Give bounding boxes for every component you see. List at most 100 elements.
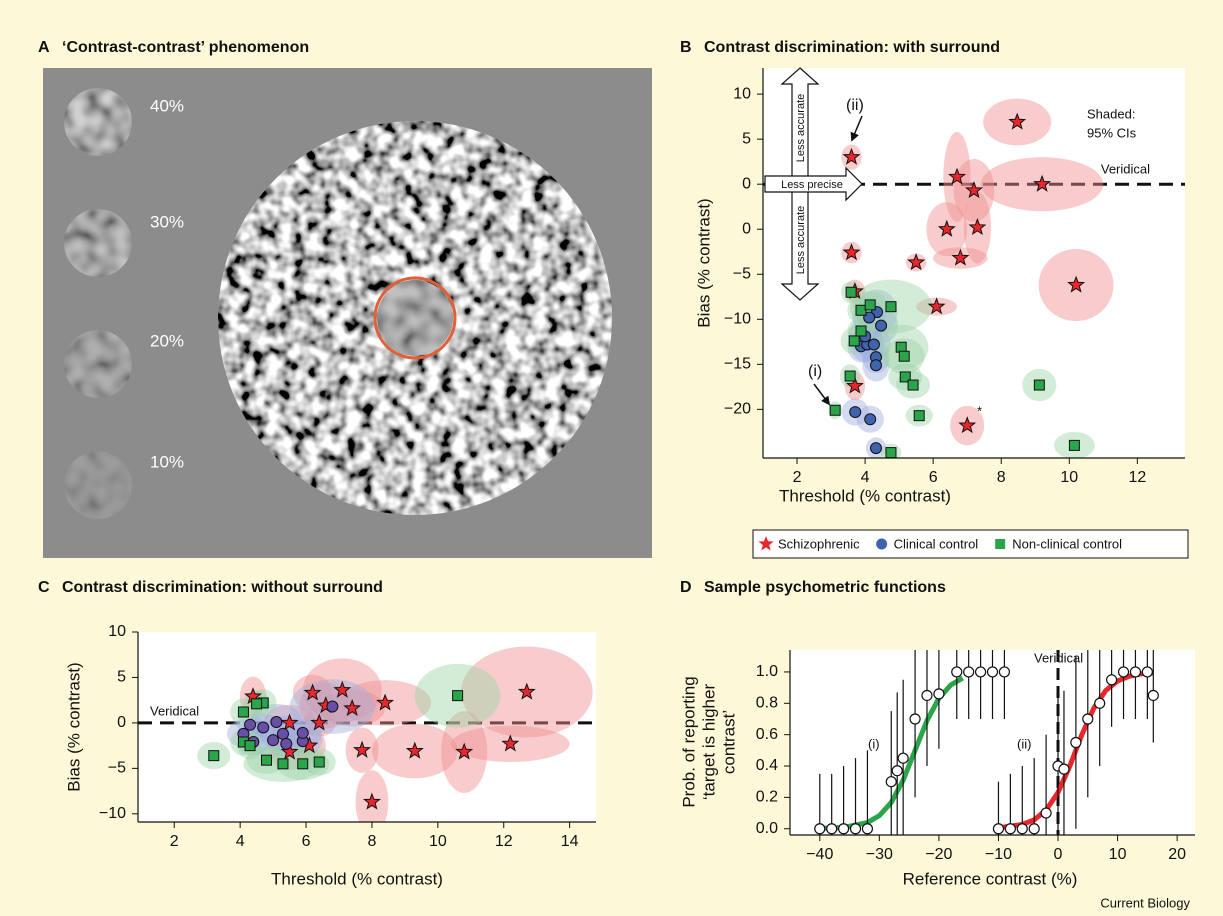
star-marker: [280, 742, 299, 760]
square-marker: [848, 335, 860, 347]
y-tick-label: 0: [742, 175, 751, 192]
annotation: (i): [868, 736, 880, 751]
x-tick-label: 2: [170, 833, 179, 850]
annotation-arrow: [813, 383, 831, 406]
y-tick-label: −5: [733, 265, 751, 282]
star-marker: [362, 792, 381, 810]
y-tick-label: −10: [99, 805, 126, 822]
star-marker: [965, 181, 983, 199]
star-marker: [517, 682, 536, 700]
star-marker: [353, 740, 372, 758]
circle-marker: [270, 716, 283, 728]
panel-letter: B: [680, 39, 692, 56]
star-marker: [927, 297, 946, 315]
data-point: [921, 689, 933, 702]
data-point: [1106, 674, 1118, 686]
data-point: [838, 823, 850, 835]
circle-marker: [257, 721, 270, 734]
target-ring: [373, 276, 457, 360]
data-point: [998, 666, 1011, 678]
data-point: [1058, 763, 1070, 775]
square-marker: [244, 740, 256, 752]
data-point: [891, 765, 903, 777]
square-marker: [1068, 439, 1080, 451]
square-marker: [885, 301, 897, 313]
circle-marker: [296, 726, 309, 739]
data-point: [933, 688, 945, 700]
x-axis-label: Threshold (% contrast): [271, 869, 443, 888]
journal-credit: Current Biology: [1100, 895, 1190, 910]
data-point: [849, 823, 862, 835]
star-marker: [842, 243, 861, 261]
y-tick-label: −15: [724, 356, 751, 373]
circle-marker: [876, 538, 888, 550]
data-point: [861, 823, 874, 835]
y-axis-label: Bias (% contrast): [64, 662, 83, 791]
veridical-label: Veridical: [1034, 650, 1083, 665]
circle-marker: [267, 734, 280, 747]
star-marker: [333, 680, 352, 698]
x-tick-label: −30: [866, 846, 893, 863]
contrast-patch: [64, 451, 132, 519]
star-marker: [1067, 275, 1086, 293]
data-point: [885, 776, 897, 788]
y-tick-label: 5: [742, 130, 751, 147]
square-marker: [864, 299, 876, 311]
panel-letter: D: [680, 579, 692, 596]
star-marker: [303, 683, 322, 701]
square-marker: [895, 341, 907, 353]
plot-content: [138, 646, 596, 822]
x-tick-label: 20: [1168, 846, 1186, 863]
y-axis-label: ‘target is higher: [699, 684, 718, 801]
panel-letter: C: [38, 579, 50, 596]
circle-marker: [869, 442, 882, 455]
x-tick-label: 4: [236, 833, 245, 850]
data-point: [1117, 666, 1130, 678]
x-tick-label: 6: [929, 469, 938, 486]
legend-label: Clinical control: [894, 536, 979, 551]
x-tick-label: 12: [1128, 469, 1146, 486]
y-tick-label: 0.6: [756, 726, 778, 743]
square-marker: [277, 758, 289, 770]
x-tick-label: 4: [861, 469, 870, 486]
legend-label: Schizophrenic: [778, 536, 860, 551]
panel-title: Contrast discrimination: with surround: [704, 39, 1000, 56]
y-tick-label: 10: [733, 85, 751, 102]
star-marker: [343, 698, 362, 716]
square-marker: [855, 304, 867, 316]
x-tick-label: 8: [367, 833, 376, 850]
y-axis-label: Prob. of reporting: [679, 676, 698, 807]
x-tick-label: 2: [793, 469, 802, 486]
square-marker: [899, 371, 911, 383]
data-point: [1082, 713, 1094, 725]
star-marker: [845, 376, 864, 394]
square-marker: [313, 756, 325, 768]
panel-title: ‘Contrast-contrast’ phenomenon: [62, 39, 309, 56]
star-marker: [1033, 174, 1052, 192]
y-tick-label: 0.2: [756, 789, 778, 806]
annotation: (ii): [1017, 736, 1031, 751]
data-point: [1016, 823, 1028, 835]
data-point: [992, 823, 1005, 835]
annotation-layer: Less accurate Less precise Less accurate Sh…: [764, 67, 1137, 751]
legend: Schizophrenic Clinical control Non-clinica…: [752, 529, 1189, 559]
y-tick-label: 0: [742, 220, 751, 237]
square-marker: [885, 447, 897, 458]
arrow-label: Less accurate: [795, 206, 807, 274]
star-marker: [501, 734, 520, 752]
arrow-label: Less accurate: [795, 94, 807, 162]
arrow-diagram: Less accurate Less precise Less accurate: [764, 67, 863, 301]
star-marker: [951, 248, 970, 266]
star-marker: [280, 713, 299, 731]
star-marker: [907, 253, 926, 271]
star-marker: [405, 741, 424, 759]
star-marker: [1008, 112, 1027, 130]
contrast-label: 30%: [150, 212, 184, 231]
y-tick-label: −10: [724, 311, 751, 328]
data-point: [897, 752, 909, 764]
plot-area: [138, 632, 596, 822]
circle-marker: [875, 319, 888, 332]
y-axis-label: Bias (% contrast): [694, 198, 713, 327]
y-tick-label: 0.0: [756, 820, 778, 837]
data-point: [1129, 666, 1142, 678]
